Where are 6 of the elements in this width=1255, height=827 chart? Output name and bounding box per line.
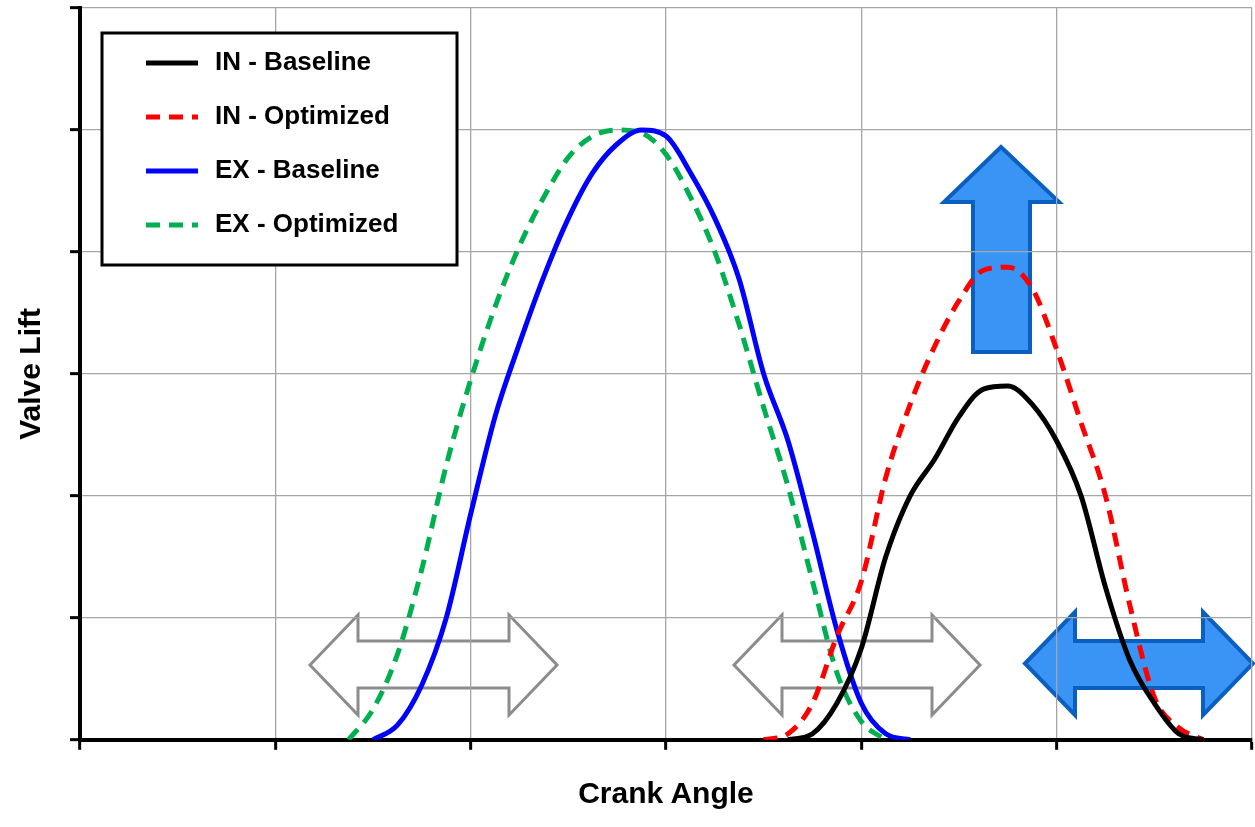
legend-label: EX - Optimized [215, 208, 399, 239]
legend-label: IN - Baseline [215, 46, 372, 77]
y-axis-title: Valve Lift [13, 308, 47, 440]
legend-label: IN - Optimized [215, 100, 390, 131]
legend-label: EX - Baseline [215, 154, 380, 185]
x-axis-title: Crank Angle [578, 776, 754, 810]
